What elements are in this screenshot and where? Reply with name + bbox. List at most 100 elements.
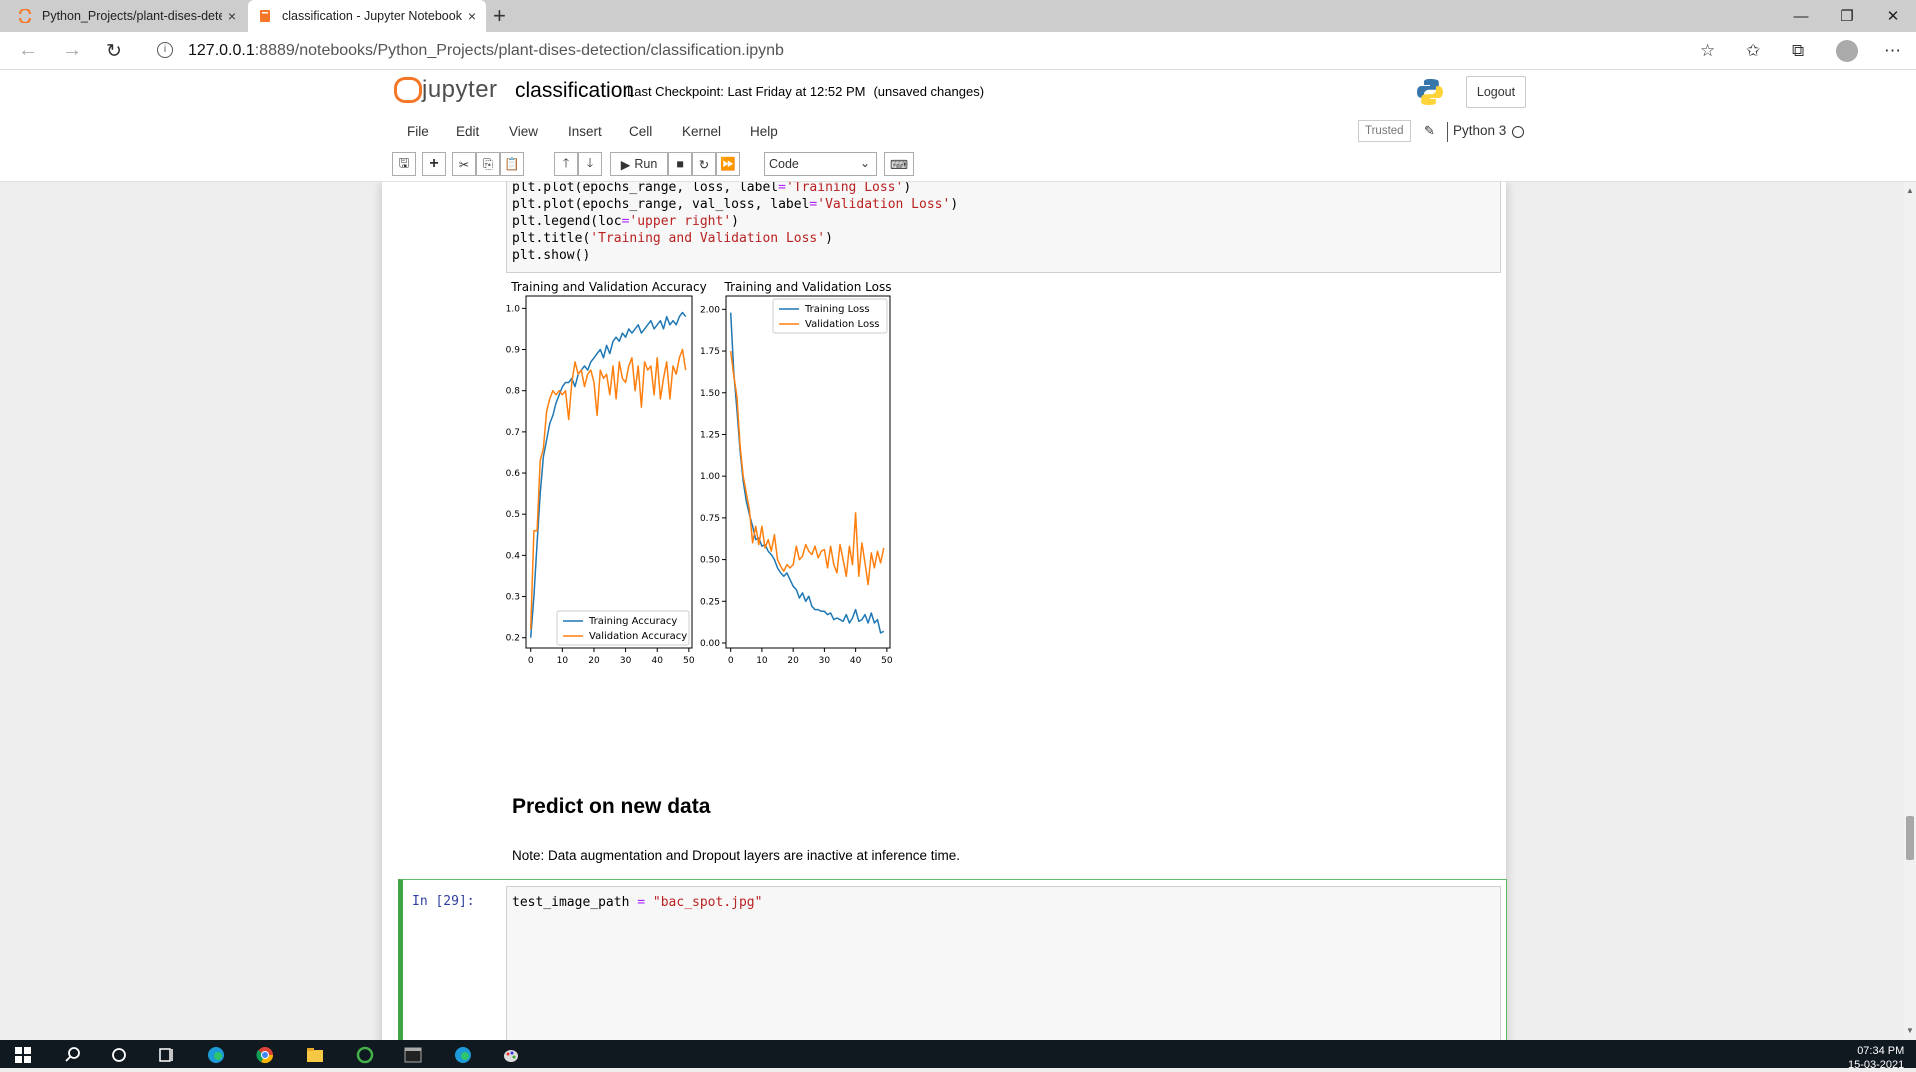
y-tick-label: 0.7 (506, 428, 520, 438)
chart-title: Training and Validation Accuracy (510, 280, 706, 294)
markdown-note: Note: Data augmentation and Dropout laye… (512, 848, 960, 863)
cut-button[interactable]: ✂ (452, 152, 476, 176)
task-view-icon[interactable] (158, 1046, 176, 1064)
copy-button[interactable]: ⎘ (476, 152, 500, 176)
x-tick-label: 10 (756, 656, 768, 666)
more-menu-icon[interactable]: ⋯ (1884, 41, 1901, 60)
y-tick-label: 1.75 (700, 347, 720, 357)
profile-avatar[interactable] (1836, 40, 1858, 62)
chrome-icon[interactable] (256, 1046, 274, 1064)
paint-icon[interactable] (502, 1046, 520, 1064)
code-cell-editor[interactable]: test_image_path = "bac_spot.jpg" (506, 886, 1501, 1040)
menu-file[interactable]: File (407, 124, 429, 139)
kernel-divider (1447, 122, 1448, 142)
url-field[interactable]: 127.0.0.1:8889/notebooks/Python_Projects… (188, 42, 784, 59)
edge-icon[interactable] (207, 1046, 225, 1064)
new-tab-button[interactable]: + (493, 3, 506, 28)
insert-cell-button[interactable]: + (422, 152, 446, 176)
y-tick-label: 0.3 (506, 593, 520, 603)
tab-python-projects[interactable]: Python_Projects/plant-dises-dete × (8, 0, 246, 32)
menu-view[interactable]: View (509, 124, 539, 139)
cortana-icon[interactable] (110, 1046, 128, 1064)
play-icon: ▶ (620, 157, 631, 172)
stop-icon: ■ (676, 157, 684, 171)
x-tick-label: 20 (787, 656, 799, 666)
jupyter-logo[interactable]: jupyter (394, 76, 498, 104)
notebook-favicon-icon (260, 10, 270, 22)
kernel-name[interactable]: Python 3 (1453, 123, 1507, 138)
site-info-icon[interactable]: i (157, 42, 173, 58)
terminal-icon[interactable] (404, 1046, 422, 1064)
save-button[interactable]: 🖫 (392, 152, 416, 176)
tab-classification[interactable]: classification - Jupyter Notebook × (248, 0, 486, 32)
restore-button[interactable]: ❐ (1840, 8, 1854, 25)
menu-edit[interactable]: Edit (456, 124, 480, 139)
y-tick-label: 0.50 (700, 556, 720, 566)
menu-cell[interactable]: Cell (629, 124, 653, 139)
scrollbar-thumb[interactable] (1906, 816, 1914, 860)
y-tick-label: 0.6 (506, 469, 521, 479)
restart-icon: ↻ (698, 157, 710, 172)
notebook-page: plt.plot(epochs_range, loss, label='Trai… (382, 182, 1507, 1040)
scroll-down-arrow-icon[interactable]: ▼ (1906, 1026, 1914, 1035)
y-tick-label: 0.25 (700, 597, 720, 607)
move-up-button[interactable]: 🡑 (554, 152, 578, 176)
python-logo-icon (1417, 79, 1443, 105)
plot-frame (525, 295, 693, 649)
edge-browser-running-icon[interactable] (454, 1046, 472, 1064)
menu-insert[interactable]: Insert (568, 124, 602, 139)
arrow-down-icon: 🡓 (586, 155, 594, 170)
selected-cell-border[interactable] (398, 879, 1507, 1040)
trusted-badge[interactable]: Trusted (1358, 120, 1411, 142)
move-down-button[interactable]: 🡓 (578, 152, 602, 176)
chevron-down-icon: ⌄ (859, 156, 870, 170)
favorite-star-icon[interactable]: ☆ (1700, 41, 1716, 60)
legend-label: Validation Accuracy (589, 631, 687, 642)
run-button[interactable]: ▶ Run (610, 152, 668, 176)
y-tick-label: 0.2 (506, 634, 520, 644)
legend-box (556, 610, 690, 646)
restart-button[interactable]: ↻ (692, 152, 716, 176)
address-bar: ← → ↻ i 127.0.0.1:8889/notebooks/Python_… (0, 32, 1916, 70)
save-icon: 🖫 (398, 155, 410, 170)
logout-button[interactable]: Logout (1466, 76, 1526, 108)
vertical-scrollbar[interactable]: ▲ ▼ (1904, 182, 1916, 1040)
back-arrow-icon[interactable]: ← (18, 39, 38, 61)
y-tick-label: 1.00 (700, 472, 720, 482)
menu-help[interactable]: Help (750, 124, 778, 139)
copy-icon: ⎘ (482, 156, 493, 171)
y-tick-label: 0.8 (506, 387, 521, 397)
search-icon[interactable] (64, 1046, 82, 1064)
favorites-list-icon[interactable]: ✩ (1746, 41, 1761, 60)
scroll-up-arrow-icon[interactable]: ▲ (1906, 186, 1914, 195)
interrupt-button[interactable]: ■ (668, 152, 692, 176)
notebook-name[interactable]: classification (515, 79, 635, 102)
tab-close-icon[interactable]: × (227, 8, 236, 24)
code-line: plt.plot(epochs_range, val_loss, label='… (512, 197, 959, 212)
anaconda-icon[interactable] (356, 1046, 374, 1064)
x-tick-label: 0 (528, 656, 534, 666)
code-cell-input[interactable]: plt.plot(epochs_range, loss, label='Trai… (506, 182, 1501, 273)
window-close-button[interactable]: ✕ (1886, 8, 1900, 25)
code-line: plt.legend(loc='upper right') (512, 214, 739, 229)
forward-arrow-icon[interactable]: → (62, 39, 82, 61)
y-tick-label: 1.25 (700, 430, 720, 440)
notebook-area: plt.plot(epochs_range, loss, label='Trai… (0, 182, 1916, 1040)
cell-type-select[interactable]: Code ⌄ (764, 152, 877, 176)
reload-icon[interactable]: ↻ (106, 41, 122, 62)
edit-pencil-icon[interactable]: ✎ (1424, 123, 1435, 138)
windows-start-icon[interactable] (14, 1046, 32, 1064)
tab-close-icon[interactable]: × (467, 8, 476, 24)
jupyter-favicon-icon (19, 9, 31, 23)
chart-title: Training and Validation Loss (724, 280, 892, 294)
restart-run-all-button[interactable]: ⏩ (716, 152, 740, 176)
menu-kernel[interactable]: Kernel (682, 124, 722, 139)
paste-button[interactable]: 📋 (500, 152, 524, 176)
tab-title: Python_Projects/plant-dises-dete (42, 9, 222, 23)
browser-tab-strip: Python_Projects/plant-dises-dete × class… (0, 0, 1916, 32)
command-palette-button[interactable]: ⌨ (884, 152, 914, 176)
markdown-heading: Predict on new data (512, 795, 711, 818)
minimize-button[interactable]: — (1793, 7, 1809, 25)
file-explorer-icon[interactable] (306, 1046, 324, 1064)
collections-icon[interactable]: ⧉ (1792, 41, 1805, 60)
